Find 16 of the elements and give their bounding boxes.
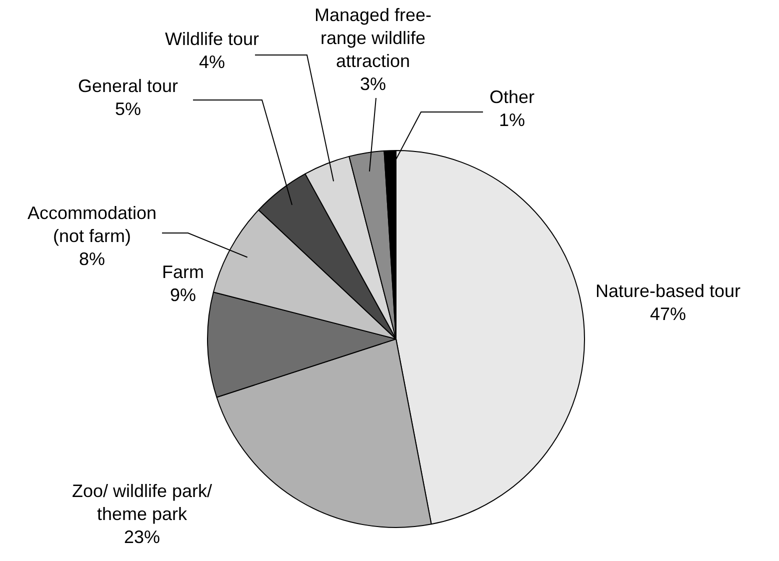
data-label: 3% bbox=[360, 74, 386, 94]
slice-label: Zoo/ wildlife park/ theme park bbox=[72, 480, 212, 524]
data-label: 1% bbox=[498, 110, 526, 130]
slice-label: Nature-based tour bbox=[595, 280, 741, 301]
data-label: 4% bbox=[198, 52, 226, 72]
data-label: 9% bbox=[170, 284, 196, 305]
slice-label: Managed free-range wildlife attraction bbox=[314, 4, 432, 71]
slice-label: Other bbox=[489, 86, 535, 107]
data-label: 47% bbox=[650, 304, 686, 324]
slice-label: General tour bbox=[78, 76, 178, 96]
data-label: 23% bbox=[124, 526, 160, 547]
slice-label: Wildlife tour bbox=[164, 28, 260, 49]
data-label: 5% bbox=[114, 98, 142, 119]
slice-label: Accommodation (not farm) bbox=[27, 202, 157, 246]
data-label: 8% bbox=[78, 248, 106, 269]
slice-label: Farm bbox=[162, 262, 204, 282]
